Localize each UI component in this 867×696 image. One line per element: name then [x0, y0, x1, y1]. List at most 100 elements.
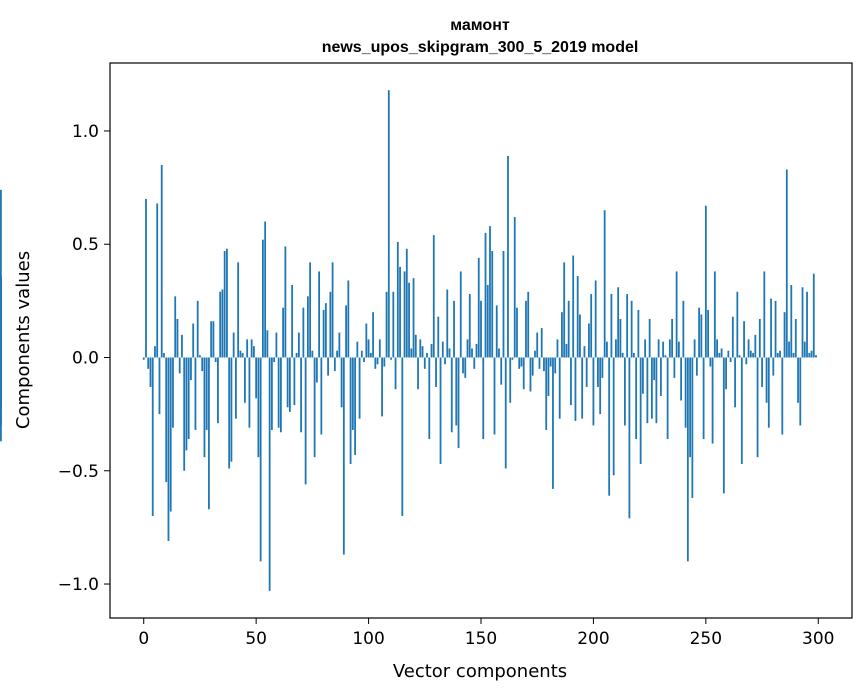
- bar-component-78: [318, 271, 321, 358]
- bar-component-87: [338, 332, 341, 358]
- bars-group: [0, 90, 817, 591]
- bar-component-277: [765, 357, 768, 403]
- bar-component-274: [758, 318, 761, 358]
- bar-component-undefined: [0, 357, 2, 442]
- bar-component-36: [223, 251, 226, 358]
- bar-component-29: [208, 357, 210, 510]
- bar-component-193: [576, 275, 579, 358]
- bar-component-202: [597, 357, 599, 387]
- bar-component-215: [626, 294, 629, 358]
- x-tick-label: 250: [690, 629, 722, 649]
- bar-component-60: [277, 357, 280, 428]
- bar-component-152: [484, 232, 487, 358]
- x-axis-ticks: 0 50 100 150 200 250 300: [138, 618, 834, 649]
- bar-component-138: [453, 300, 455, 358]
- bar-component-265: [738, 355, 741, 358]
- bar-component-257: [720, 348, 723, 358]
- bar-component-247: [698, 307, 700, 358]
- bar-component-185: [558, 357, 561, 419]
- bar-component-80: [322, 309, 325, 358]
- bar-component-56: [268, 357, 271, 591]
- bar-component-83: [329, 291, 332, 358]
- bar-component-5: [154, 346, 156, 358]
- bar-component-26: [201, 357, 204, 372]
- bar-component-275: [761, 357, 763, 387]
- bar-component-254: [713, 271, 716, 358]
- bar-component-76: [313, 357, 316, 458]
- bar-component-153: [486, 285, 489, 358]
- bar-component-88: [340, 357, 343, 408]
- bar-component-11: [167, 357, 170, 541]
- bar-component-176: [538, 357, 541, 369]
- bar-component-280: [772, 357, 775, 376]
- bar-component-252: [709, 357, 712, 367]
- bar-component-146: [471, 348, 473, 358]
- bar-component-27: [203, 357, 206, 458]
- bar-component-104: [376, 357, 379, 365]
- bar-component-286: [785, 169, 788, 358]
- bar-component-188: [565, 343, 568, 358]
- bar-component-259: [725, 357, 727, 390]
- bar-component-201: [594, 280, 597, 358]
- bar-component-100: [367, 339, 370, 358]
- bar-component-121: [414, 334, 417, 358]
- bar-component-68: [295, 352, 298, 358]
- bar-component-137: [450, 357, 453, 433]
- bar-component-194: [579, 314, 581, 358]
- bar-component-34: [219, 291, 222, 358]
- x-tick-label: 50: [245, 629, 267, 649]
- bar-component-undefined: [0, 189, 2, 358]
- bar-component-164: [511, 357, 514, 360]
- bar-component-132: [439, 357, 442, 464]
- bar-component-272: [754, 334, 757, 358]
- bar-component-251: [707, 309, 709, 358]
- bar-component-31: [212, 321, 215, 358]
- bar-component-165: [513, 217, 516, 358]
- bar-component-207: [608, 357, 611, 496]
- bar-component-136: [448, 348, 451, 358]
- bar-component-150: [480, 300, 482, 358]
- bar-component-266: [740, 357, 743, 464]
- bar-component-142: [462, 357, 464, 374]
- bar-component-191: [572, 255, 575, 358]
- bar-component-124: [421, 346, 424, 358]
- bar-component-223: [644, 339, 647, 358]
- bar-component-295: [806, 291, 808, 358]
- bar-component-221: [639, 357, 642, 464]
- bar-component-40: [232, 332, 235, 358]
- bar-component-284: [781, 357, 784, 435]
- bar-component-229: [657, 339, 660, 358]
- bar-component-163: [509, 357, 512, 403]
- bar-component-245: [693, 339, 696, 358]
- bar-component-undefined: [0, 316, 2, 358]
- bar-component-140: [457, 357, 460, 449]
- bar-component-141: [459, 271, 462, 358]
- bar-component-180: [547, 357, 550, 396]
- bar-component-158: [498, 348, 500, 358]
- bar-component-246: [695, 357, 698, 376]
- bar-component-30: [210, 321, 213, 358]
- bar-component-253: [711, 357, 714, 444]
- bar-component-135: [446, 289, 449, 358]
- bar-component-182: [552, 357, 554, 489]
- bar-component-170: [525, 300, 527, 358]
- bar-component-103: [374, 357, 377, 369]
- bar-component-177: [540, 328, 543, 358]
- bar-component-35: [221, 289, 224, 358]
- y-axis-ticks: −1.0 −0.5 0.0 0.5 1.0: [58, 122, 110, 595]
- bar-component-263: [734, 357, 736, 408]
- bar-component-54: [264, 221, 267, 358]
- bar-component-75: [311, 350, 314, 358]
- bar-component-129: [432, 235, 435, 358]
- bar-component-13: [172, 357, 174, 428]
- bar-component-184: [556, 339, 559, 358]
- bar-component-296: [808, 352, 811, 358]
- bar-component-126: [426, 352, 428, 358]
- bar-component-43: [239, 350, 242, 358]
- bar-component-187: [563, 262, 566, 358]
- bar-component-24: [196, 300, 199, 358]
- bar-component-8: [160, 164, 163, 358]
- bar-component-231: [662, 341, 665, 358]
- bar-component-267: [743, 321, 745, 358]
